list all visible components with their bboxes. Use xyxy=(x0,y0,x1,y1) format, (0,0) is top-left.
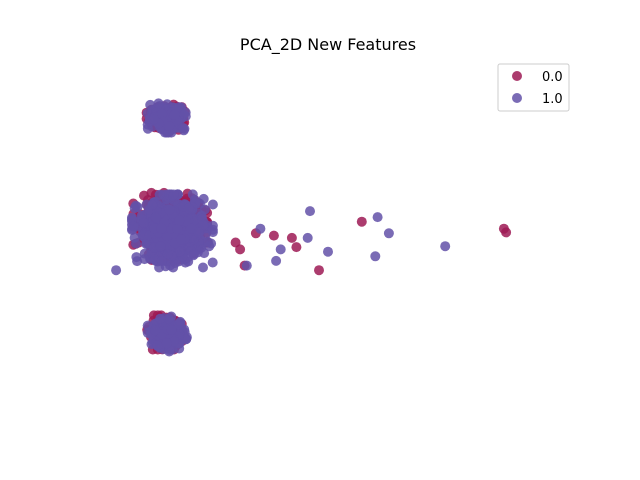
point-series-1-cluster-1 xyxy=(150,212,161,223)
point-series-1-cluster-1 xyxy=(138,217,149,228)
point-series-1-cluster-1 xyxy=(147,200,158,210)
point-series-1-cluster-1 xyxy=(203,237,213,247)
point-series-1-cluster-2 xyxy=(142,320,153,331)
point-series-1-cluster-1 xyxy=(199,248,210,259)
point-series-1-cluster-1 xyxy=(174,246,185,257)
point-series-1-cluster-1 xyxy=(129,203,140,214)
point-series-1-cluster-1 xyxy=(156,256,167,266)
point-series-1-cluster-1 xyxy=(187,189,198,200)
point-series-1-outlier xyxy=(111,265,122,276)
point-series-1-cluster-0 xyxy=(169,109,180,120)
point-series-1-cluster-1 xyxy=(172,224,183,234)
point-series-1-cluster-0 xyxy=(145,99,156,110)
point-series-1-cluster-1 xyxy=(207,199,218,210)
point-series-0-outlier xyxy=(314,265,324,276)
point-series-1-cluster-2 xyxy=(155,313,166,324)
point-series-1-cluster-1 xyxy=(129,232,140,243)
point-series-1-outlier xyxy=(440,241,451,252)
chart-title: PCA_2D New Features xyxy=(240,35,416,55)
legend-label-1: 1.0 xyxy=(542,92,563,107)
point-series-1-cluster-1 xyxy=(198,220,209,231)
point-series-1-cluster-0 xyxy=(157,108,167,119)
point-series-0-outlier xyxy=(291,242,302,253)
point-series-0-outlier xyxy=(286,232,297,243)
point-series-1-cluster-0 xyxy=(178,122,188,133)
point-series-1-cluster-1 xyxy=(189,249,199,259)
point-series-1-cluster-1 xyxy=(162,249,173,259)
point-series-1-cluster-1 xyxy=(193,227,204,238)
point-series-0-outlier xyxy=(268,230,279,241)
point-series-1-cluster-2 xyxy=(150,325,161,336)
point-series-1-cluster-1 xyxy=(128,221,139,232)
point-series-1-cluster-1 xyxy=(207,224,218,235)
legend-marker-1 xyxy=(512,93,522,103)
point-series-1-cluster-1 xyxy=(174,215,185,226)
point-series-0-outlier xyxy=(356,216,367,227)
point-series-1-cluster-1 xyxy=(131,252,142,263)
point-series-1-cluster-2 xyxy=(152,340,163,351)
point-series-1-cluster-1 xyxy=(176,234,187,245)
point-series-0-outlier xyxy=(235,244,246,255)
point-series-1-cluster-0 xyxy=(180,107,191,118)
point-series-1-cluster-1 xyxy=(139,254,150,265)
point-series-1-cluster-2 xyxy=(161,338,172,349)
point-series-1-cluster-1 xyxy=(207,257,218,268)
point-series-1-outlier xyxy=(275,244,286,255)
point-series-1-outlier xyxy=(255,223,266,234)
point-series-1-outlier xyxy=(302,232,313,243)
legend-label-0: 0.0 xyxy=(542,70,563,85)
point-series-1-outlier xyxy=(372,212,383,223)
point-series-1-cluster-0 xyxy=(153,98,164,109)
point-series-1-cluster-1 xyxy=(199,204,210,215)
point-series-1-outlier xyxy=(305,206,315,217)
point-series-1-cluster-1 xyxy=(183,203,194,214)
point-series-1-cluster-2 xyxy=(173,319,184,330)
point-series-1-cluster-0 xyxy=(174,102,184,113)
point-series-1-outlier xyxy=(370,251,381,262)
point-series-1-outlier xyxy=(241,260,252,271)
point-series-1-cluster-1 xyxy=(156,223,167,234)
point-series-1-cluster-1 xyxy=(149,223,160,234)
point-series-1-cluster-1 xyxy=(154,189,165,200)
legend: 0.0 1.0 xyxy=(497,63,570,112)
point-series-1-cluster-2 xyxy=(163,313,174,324)
point-series-1-cluster-1 xyxy=(162,230,172,241)
point-series-1-outlier xyxy=(383,228,394,239)
point-series-1-cluster-1 xyxy=(164,204,175,215)
point-series-1-cluster-1 xyxy=(155,241,166,252)
plot-area xyxy=(111,98,512,357)
legend-marker-0 xyxy=(512,71,522,81)
point-series-1-outlier xyxy=(323,246,333,257)
point-series-1-cluster-2 xyxy=(166,324,177,335)
point-series-0-outlier xyxy=(501,227,512,238)
point-series-1-cluster-1 xyxy=(168,189,179,200)
point-series-1-cluster-0 xyxy=(149,114,159,125)
point-series-1-cluster-1 xyxy=(198,262,208,273)
point-series-1-outlier xyxy=(271,255,282,266)
point-series-1-cluster-0 xyxy=(164,121,175,131)
